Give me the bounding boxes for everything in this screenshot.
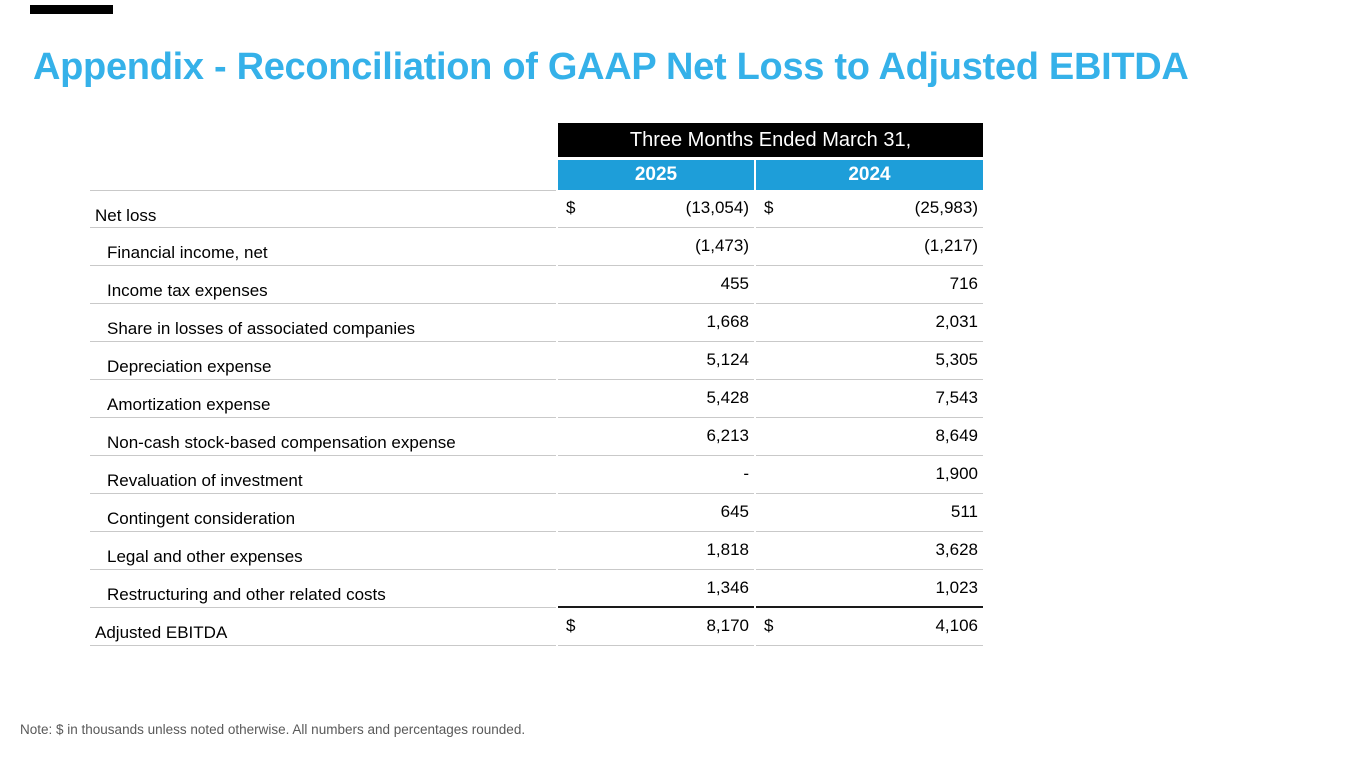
value-2025: 6,213 xyxy=(558,418,754,456)
value-2024: 5,305 xyxy=(756,342,983,380)
value-2025: 5,428 xyxy=(558,380,754,418)
value-number: 6,213 xyxy=(706,426,749,445)
reconciliation-table: Three Months Ended March 31, 2025 2024 N… xyxy=(90,123,983,648)
row-label: Contingent consideration xyxy=(90,494,556,532)
value-number: 7,543 xyxy=(935,388,978,407)
value-number: 3,628 xyxy=(935,540,978,559)
value-number: 4,106 xyxy=(935,616,978,635)
value-2024: 2,031 xyxy=(756,304,983,342)
table-row: Contingent consideration 645 511 xyxy=(90,494,983,532)
row-label: Financial income, net xyxy=(90,228,556,266)
table-row: Share in losses of associated companies 1… xyxy=(90,304,983,342)
value-2025: - xyxy=(558,456,754,494)
value-number: 645 xyxy=(720,502,749,521)
value-number: 1,900 xyxy=(935,464,978,483)
value-2024: 1,023 xyxy=(756,570,983,608)
row-label: Restructuring and other related costs xyxy=(90,570,556,608)
value-number: 1,818 xyxy=(706,540,749,559)
value-2024: $4,106 xyxy=(756,608,983,646)
dollar-sign: $ xyxy=(566,198,576,217)
row-label: Amortization expense xyxy=(90,380,556,418)
value-2025: $ (13,054) xyxy=(558,190,754,228)
row-label: Adjusted EBITDA xyxy=(90,608,556,646)
value-2024: 7,543 xyxy=(756,380,983,418)
value-2025: 5,124 xyxy=(558,342,754,380)
value-number: (1,217) xyxy=(924,236,978,255)
dollar-sign: $ xyxy=(764,198,774,217)
table-body: Net loss $ (13,054) $ (25,983) Financial inco… xyxy=(90,190,983,646)
table-period-header: Three Months Ended March 31, xyxy=(558,123,983,157)
value-2024: 1,900 xyxy=(756,456,983,494)
table-row: Restructuring and other related costs 1,3… xyxy=(90,570,983,608)
table-row: Income tax expenses 455 716 xyxy=(90,266,983,304)
value-number: 511 xyxy=(950,502,978,521)
value-2025: 645 xyxy=(558,494,754,532)
row-label: Legal and other expenses xyxy=(90,532,556,570)
value-number: - xyxy=(743,464,749,483)
value-2024: (1,217) xyxy=(756,228,983,266)
value-number: 455 xyxy=(720,274,749,293)
dollar-sign: $ xyxy=(566,616,576,635)
column-header-2025: 2025 xyxy=(558,160,754,190)
row-label: Income tax expenses xyxy=(90,266,556,304)
value-number: (25,983) xyxy=(914,198,978,217)
value-2025: $8,170 xyxy=(558,608,754,646)
value-2025: 1,346 xyxy=(558,570,754,608)
top-left-deco-bar xyxy=(30,5,113,14)
column-header-2024: 2024 xyxy=(756,160,983,190)
value-2025: 1,818 xyxy=(558,532,754,570)
value-number: 2,031 xyxy=(935,312,978,331)
row-label: Net loss xyxy=(90,190,556,228)
table-row: Adjusted EBITDA $8,170 $4,106 xyxy=(90,608,983,646)
value-2024: 511 xyxy=(756,494,983,532)
value-number: 8,649 xyxy=(935,426,978,445)
value-number: 5,305 xyxy=(935,350,978,369)
value-number: 1,668 xyxy=(706,312,749,331)
table-row: Amortization expense 5,428 7,543 xyxy=(90,380,983,418)
value-2024: 3,628 xyxy=(756,532,983,570)
value-number: 716 xyxy=(949,274,978,293)
table-row: Net loss $ (13,054) $ (25,983) xyxy=(90,190,983,228)
row-label: Share in losses of associated companies xyxy=(90,304,556,342)
table-row: Non-cash stock-based compensation expens… xyxy=(90,418,983,456)
row-label: Revaluation of investment xyxy=(90,456,556,494)
value-number: (13,054) xyxy=(685,198,749,217)
table-row: Legal and other expenses 1,818 3,628 xyxy=(90,532,983,570)
value-2024: 8,649 xyxy=(756,418,983,456)
value-number: (1,473) xyxy=(695,236,749,255)
value-number: 5,124 xyxy=(706,350,749,369)
value-2025: 1,668 xyxy=(558,304,754,342)
value-2024: 716 xyxy=(756,266,983,304)
value-2024: $ (25,983) xyxy=(756,190,983,228)
slide-title: Appendix - Reconciliation of GAAP Net Lo… xyxy=(33,46,1189,88)
value-number: 8,170 xyxy=(706,616,749,635)
value-2025: 455 xyxy=(558,266,754,304)
value-number: 5,428 xyxy=(706,388,749,407)
footnote: Note: $ in thousands unless noted otherw… xyxy=(20,722,526,737)
row-label: Non-cash stock-based compensation expens… xyxy=(90,418,556,456)
dollar-sign: $ xyxy=(764,616,774,635)
value-number: 1,346 xyxy=(706,578,749,597)
table-row: Revaluation of investment - 1,900 xyxy=(90,456,983,494)
table-row: Depreciation expense 5,124 5,305 xyxy=(90,342,983,380)
table-row: Financial income, net (1,473) (1,217) xyxy=(90,228,983,266)
value-2025: (1,473) xyxy=(558,228,754,266)
row-label: Depreciation expense xyxy=(90,342,556,380)
value-number: 1,023 xyxy=(935,578,978,597)
